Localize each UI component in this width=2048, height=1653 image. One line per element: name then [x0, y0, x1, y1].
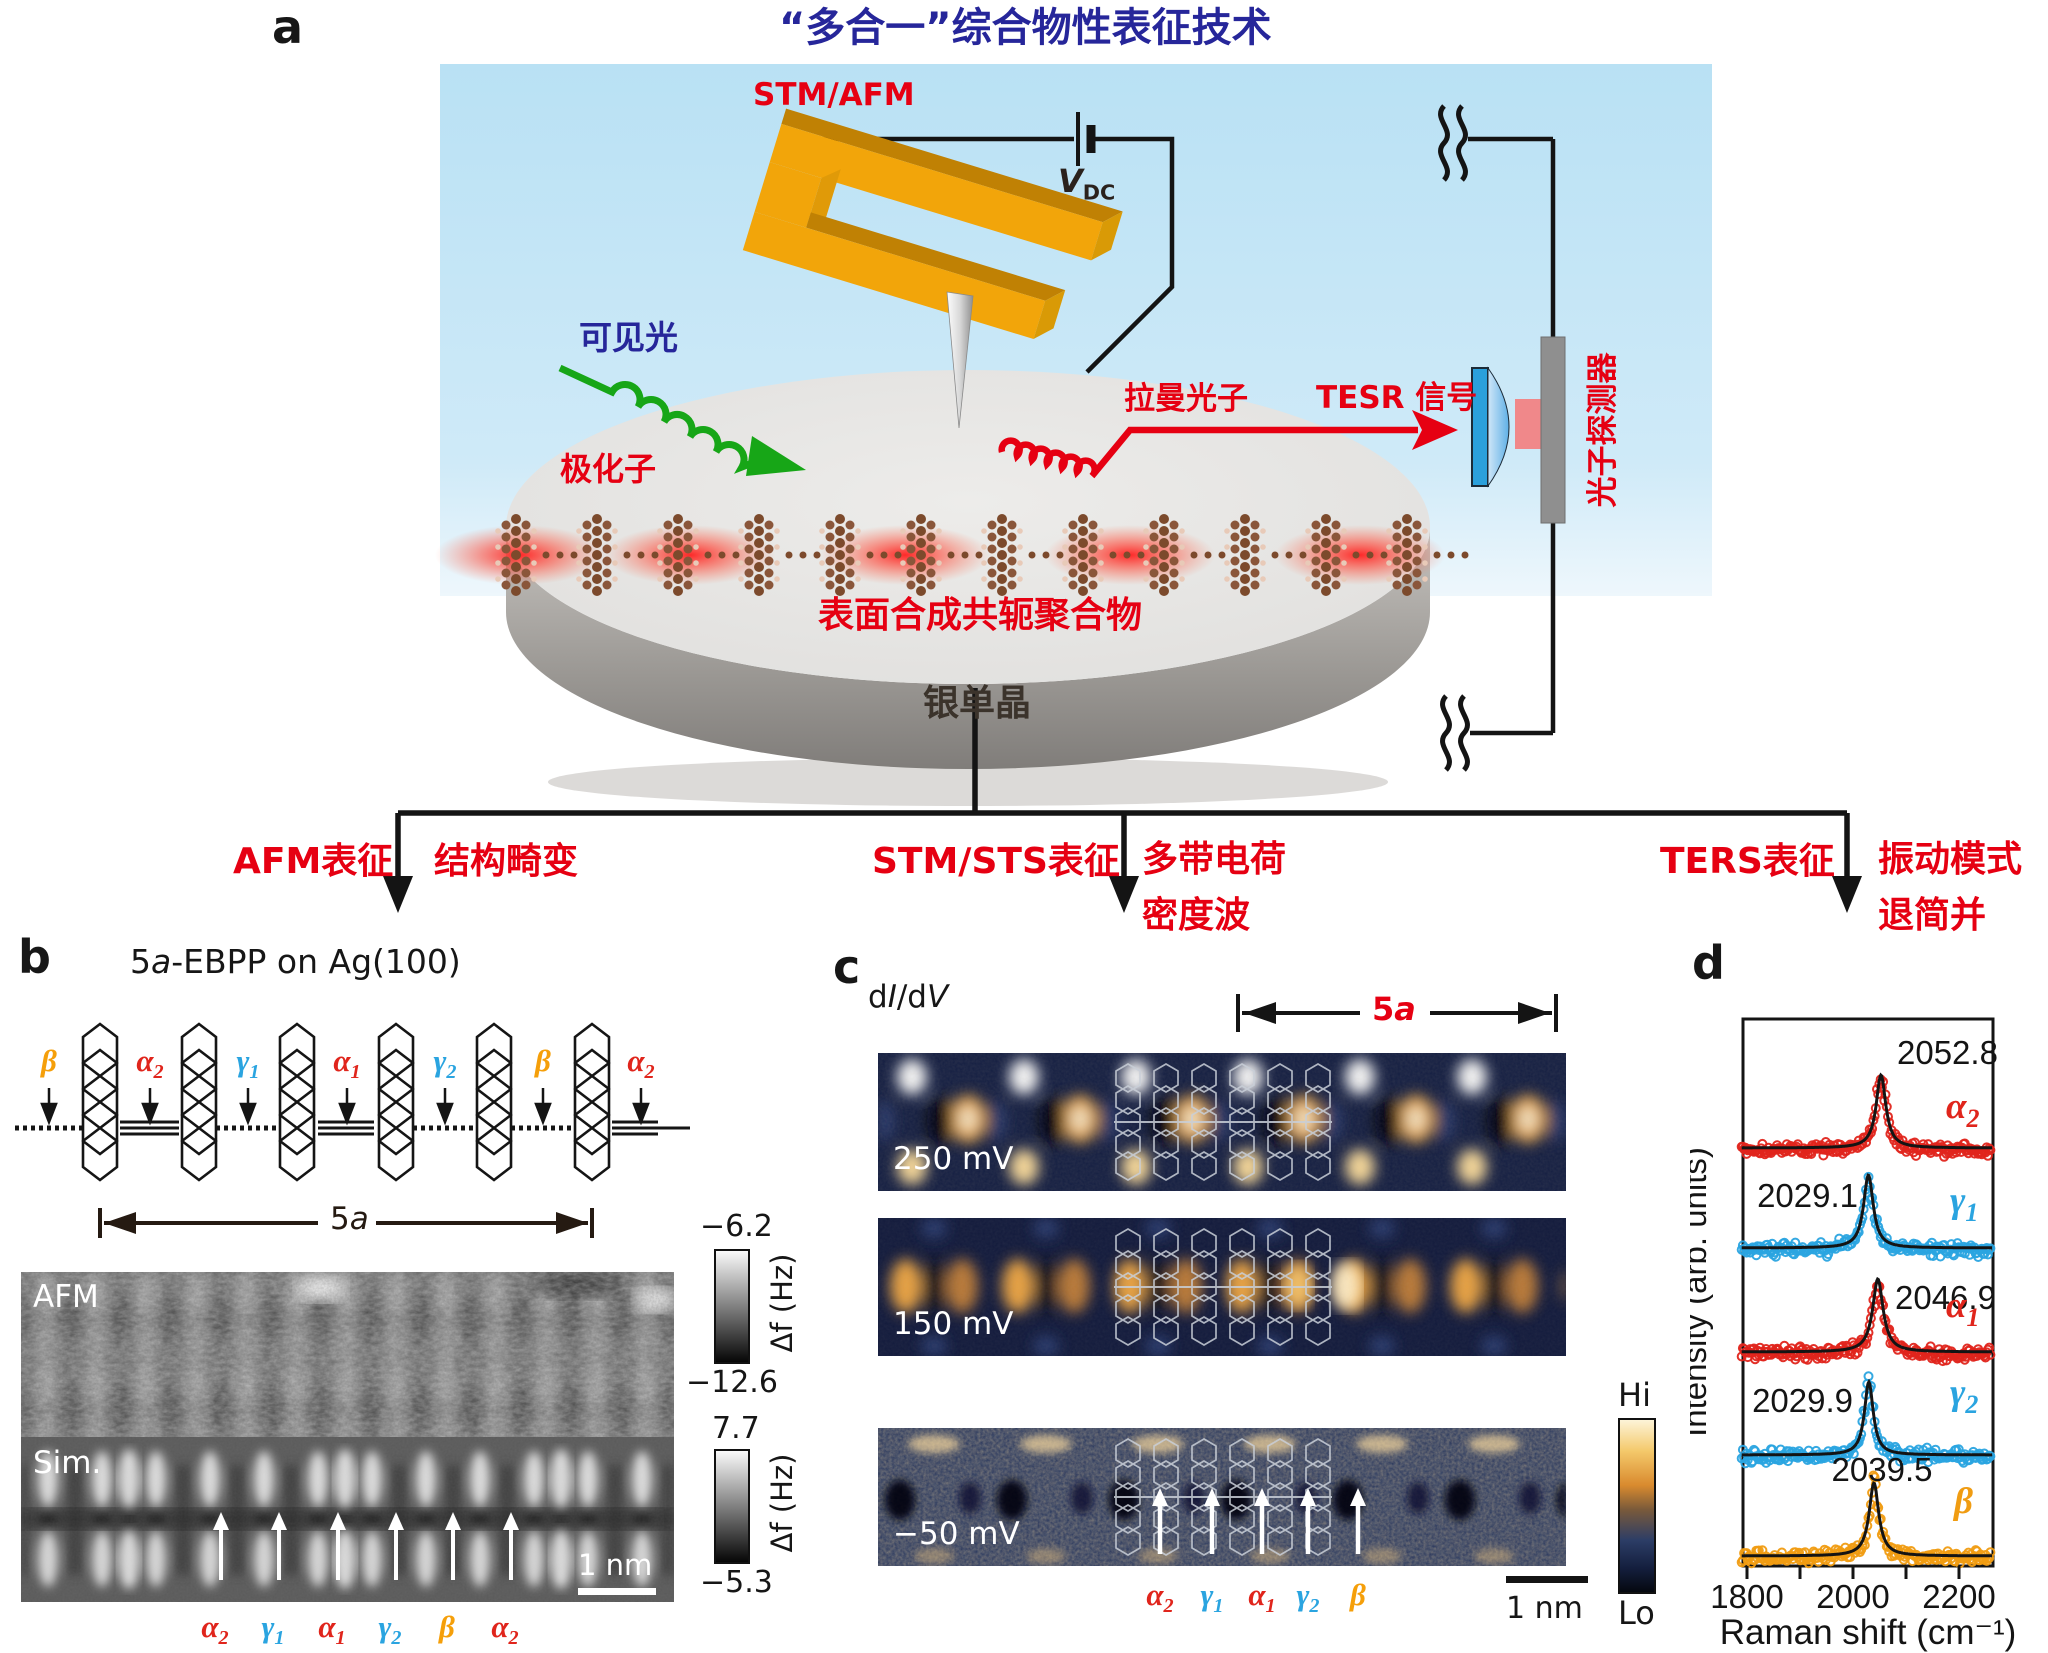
didv-label: dI/dV	[868, 979, 949, 1015]
polymer-chain	[435, 514, 1469, 596]
branch-ters-method: TERS表征	[1660, 841, 1835, 882]
silver-crystal-disk	[506, 370, 1430, 806]
bias-symbol: V	[1058, 162, 1083, 200]
c-mode-alpha2: α2	[1146, 1577, 1174, 1618]
afm-scale-bottom: −12.6	[686, 1365, 778, 1400]
afm-colorbar	[714, 1249, 750, 1364]
map-bias-150: 150 mV	[893, 1306, 1014, 1342]
svg-text:1800: 1800	[1710, 1578, 1783, 1615]
title-lattice-a: a	[151, 942, 172, 981]
bond-label-alpha1: α1	[333, 1043, 361, 1084]
b-mode-alpha2-1: α2	[201, 1609, 229, 1650]
sim-colorbar	[714, 1449, 750, 1564]
branch-ters-result-line1: 振动模式	[1878, 839, 2023, 880]
silver-crystal-label: 银单晶	[923, 683, 1032, 724]
branch-afm-method: AFM表征	[233, 841, 394, 882]
sim-scale-bottom: −5.3	[700, 1565, 773, 1600]
afm-image-label: AFM	[33, 1279, 99, 1315]
c-span-label: 5a	[1372, 990, 1416, 1028]
b-mode-alpha2-2: α2	[491, 1609, 519, 1650]
bond-label-beta-2: β	[535, 1043, 551, 1078]
b-mode-gamma2: γ2	[378, 1609, 402, 1650]
sim-scalebar-label: 1 nm	[578, 1548, 653, 1582]
map-bias-250: 250 mV	[893, 1141, 1014, 1177]
bond-label-beta-1: β	[41, 1043, 57, 1078]
colorbar-lo-label: Lo	[1618, 1594, 1655, 1632]
photon-detector-label: 光子探测器	[1584, 352, 1621, 508]
bias-label: VDC	[1058, 162, 1116, 205]
stm-afm-label: STM/AFM	[753, 77, 915, 113]
visible-light-arrow	[558, 364, 806, 476]
raman-photon-label: 拉曼光子	[1124, 381, 1248, 417]
title-rest: -EBPP on Ag(100)	[171, 942, 461, 981]
panel-b-title: 5a-EBPP on Ag(100)	[130, 942, 461, 981]
afm-scale-unit: Δf (Hz)	[765, 1253, 800, 1353]
map-bias-minus50: −50 mV	[893, 1516, 1020, 1552]
polymer-label: 表面合成共轭聚合物	[818, 595, 1143, 636]
branch-sts-result-line1: 多带电荷	[1142, 839, 1287, 880]
c-mode-beta: β	[1350, 1577, 1366, 1612]
svg-text:Raman shift (cm⁻¹): Raman shift (cm⁻¹)	[1720, 1613, 2017, 1652]
didv-colorbar	[1618, 1418, 1656, 1594]
b-mode-beta: β	[439, 1609, 455, 1644]
b-mode-alpha1: α1	[318, 1609, 346, 1650]
svg-text:Intensity (arb. units): Intensity (arb. units)	[1690, 1147, 1713, 1437]
colorbar-hi-label: Hi	[1618, 1376, 1651, 1414]
panel-b-letter: b	[18, 930, 51, 984]
branch-sts-method: STM/STS表征	[872, 841, 1120, 882]
svg-text:2039.5: 2039.5	[1832, 1451, 1933, 1488]
branch-arrows	[383, 688, 1862, 913]
svg-text:β: β	[1952, 1481, 1973, 1522]
polaron-label: 极化子	[560, 450, 657, 488]
stm-map-minus50mv	[878, 1428, 1566, 1566]
b-mode-gamma1: γ1	[261, 1609, 285, 1650]
svg-text:2000: 2000	[1816, 1578, 1889, 1615]
raman-signal-arrow	[998, 410, 1458, 479]
chemical-structure	[15, 1024, 690, 1238]
svg-text:α2: α2	[1946, 1086, 1979, 1133]
bias-subscript: DC	[1082, 180, 1116, 205]
map-scalebar-label: 1 nm	[1506, 1591, 1583, 1626]
sim-scale-unit: Δf (Hz)	[765, 1453, 800, 1553]
bond-label-gamma1: γ1	[236, 1043, 260, 1084]
raman-spectra-chart: 2052.8 α2 2029.1 γ1 2046.9α1 2029.9 γ2 2039.5 β 1…	[1690, 1017, 2017, 1652]
sim-image-label: Sim.	[33, 1445, 102, 1481]
panel-c-letter: c	[833, 940, 861, 994]
svg-text:2200: 2200	[1922, 1578, 1995, 1615]
branch-ters-result-line2: 退简并	[1878, 895, 1987, 936]
c-mode-gamma2: γ2	[1296, 1577, 1320, 1618]
branch-afm-result: 结构畸变	[434, 841, 579, 882]
afm-image	[21, 1272, 674, 1452]
afm-scale-top: −6.2	[700, 1209, 773, 1244]
svg-text:2052.8: 2052.8	[1897, 1034, 1998, 1071]
figure-title: “多合一”综合物性表征技术	[779, 5, 1272, 51]
bond-label-alpha2-1: α2	[136, 1043, 164, 1084]
bond-label-alpha2-2: α2	[627, 1043, 655, 1084]
sim-image	[21, 1437, 674, 1602]
bond-label-gamma2: γ2	[433, 1043, 457, 1084]
c-mode-alpha1: α1	[1248, 1577, 1276, 1618]
battery-icon	[1076, 112, 1096, 166]
c-span-arrow	[1236, 994, 1558, 1032]
c-mode-gamma1: γ1	[1200, 1577, 1224, 1618]
panel-a-letter: a	[272, 0, 304, 54]
visible-light-label: 可见光	[579, 318, 678, 357]
b-span-label: 5a	[330, 1201, 369, 1237]
probe-tip	[946, 291, 974, 429]
panel-d-letter: d	[1692, 936, 1725, 990]
svg-text:2029.1: 2029.1	[1757, 1177, 1858, 1214]
svg-text:2046.9: 2046.9	[1895, 1279, 1996, 1316]
tesr-signal-label: TESR 信号	[1316, 380, 1478, 416]
branch-sts-result-line2: 密度波	[1142, 895, 1251, 936]
svg-text:γ1: γ1	[1950, 1180, 1978, 1227]
svg-text:2029.9: 2029.9	[1752, 1382, 1853, 1419]
svg-text:α1: α1	[1946, 1285, 1979, 1332]
svg-text:γ2: γ2	[1950, 1372, 1978, 1419]
wire-break-icon	[1438, 104, 1470, 772]
title-number: 5	[130, 942, 151, 981]
sim-scale-top: 7.7	[712, 1411, 760, 1446]
photon-detector	[1471, 336, 1566, 524]
